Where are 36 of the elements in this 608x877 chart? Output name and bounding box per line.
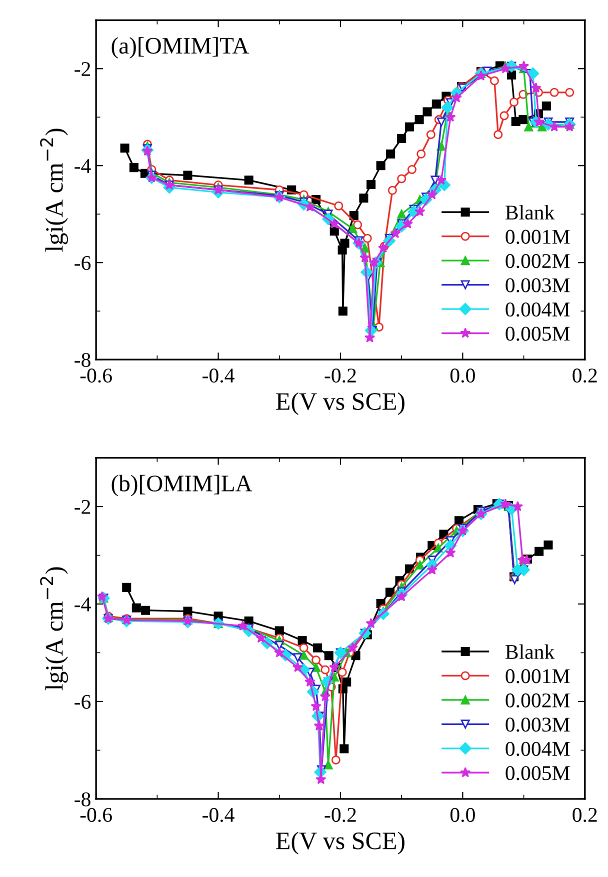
text: (a)[OMIM]TA xyxy=(112,37,249,59)
x-tick-label: -0.2 xyxy=(324,808,356,822)
x-tick-label: -0.4 xyxy=(202,368,234,383)
y-tick-label: -4 xyxy=(74,159,91,173)
legend-label: 0.004M xyxy=(506,742,570,756)
legend-label: 0.002M xyxy=(506,254,570,268)
legend-label: 0.002M xyxy=(506,693,570,708)
y-tick-label: -2 xyxy=(74,500,90,514)
x-tick-label: 0.0 xyxy=(450,368,475,383)
x-tick-label: -0.6 xyxy=(80,808,112,822)
legend-label: Blank xyxy=(506,644,555,659)
y-tick-label: -6 xyxy=(74,694,91,709)
x-tick-label: 0.2 xyxy=(572,368,597,383)
x-tick-label: 0.0 xyxy=(450,808,475,822)
legend-label: 0.005M xyxy=(506,326,570,341)
x-axis-title: E(V vs SCE) xyxy=(276,392,404,416)
legend-label: 0.005M xyxy=(506,766,570,780)
x-tick-label: -0.4 xyxy=(202,808,234,822)
legend-label: 0.004M xyxy=(506,302,570,317)
legend-label: 0.003M xyxy=(506,718,570,732)
x-tick-label: 0.2 xyxy=(572,808,597,822)
legend-label: Blank xyxy=(506,204,555,220)
x-tick-label: -0.2 xyxy=(324,368,356,383)
legend-label: 0.001M xyxy=(506,669,570,684)
y-tick-label: -8 xyxy=(74,792,90,806)
y-axis-title: lgi(A cm$^{−2}$) xyxy=(40,128,68,252)
y-tick-label: -6 xyxy=(74,256,91,270)
x-tick-label: -0.6 xyxy=(80,368,112,383)
y-tick-label: -8 xyxy=(74,352,90,368)
y-tick-label: -4 xyxy=(74,598,91,612)
legend-label: 0.003M xyxy=(506,278,570,292)
y-tick-label: -2 xyxy=(74,62,90,76)
text: (b)[OMIM]LA xyxy=(112,474,252,496)
x-axis-title: E(V vs SCE) xyxy=(276,832,404,854)
legend-label: 0.001M xyxy=(506,230,570,244)
y-axis-title: lgi(A cm$^{−2}$) xyxy=(40,567,68,690)
